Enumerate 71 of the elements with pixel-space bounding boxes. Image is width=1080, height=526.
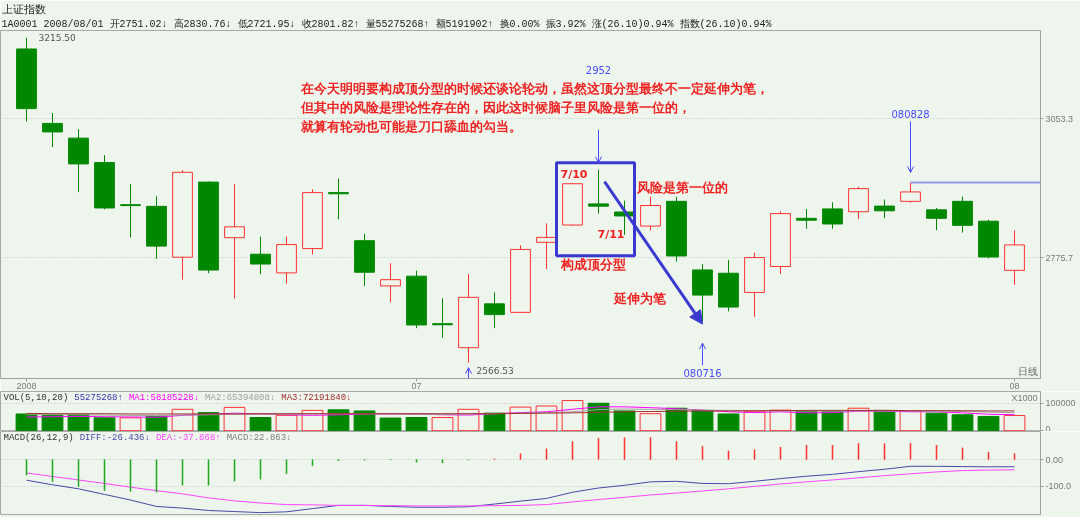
- candlestick: [224, 183, 245, 300]
- series-label: MA2:65394808↓: [205, 392, 276, 403]
- bar: [379, 417, 402, 431]
- series-label: MA1:58185228↓: [128, 392, 200, 403]
- candlestick: [926, 207, 947, 231]
- annotation: 55275268↑: [74, 392, 123, 403]
- bar: [951, 414, 974, 431]
- x-tick-label: 07: [411, 380, 422, 391]
- candlestick: [484, 291, 505, 329]
- candlestick: [874, 198, 895, 219]
- y-tick-label: 0: [1045, 423, 1051, 434]
- candlestick: [250, 236, 271, 275]
- y-tick-label: 100000: [1045, 398, 1076, 409]
- bar: [977, 415, 1000, 431]
- bar: [717, 413, 740, 431]
- series-label: MA3:72191840↓: [281, 392, 352, 403]
- chart-subtitle: 1A0001 2008/08/01 开2751.02↓ 高2830.76↓ 低2721.95↓ 收2801.82↑ 量55275268↑ 额5191902↑ 换0.00% 振3.92% 涨(26.10)0.94% 指数(26.10)0.94%: [1, 18, 772, 30]
- candlestick: [796, 208, 817, 230]
- y-tick-label: 3053.3: [1045, 113, 1074, 124]
- bar: [145, 415, 168, 431]
- annotation: 7/10: [560, 168, 588, 182]
- bar: [93, 417, 116, 431]
- annotation: 080716: [683, 368, 722, 380]
- annotation: 2566.53: [476, 366, 514, 377]
- y-axis-title: X1000: [1011, 392, 1038, 403]
- candlestick: [640, 196, 661, 232]
- candlestick: [822, 201, 843, 230]
- bar: [249, 417, 272, 431]
- candlestick: [536, 222, 557, 270]
- bar: [41, 414, 64, 431]
- annotation: 但其中的风险是理论性存在的，因此这时候脑子里风险是第一位的，: [299, 99, 691, 115]
- x-axis-title: 日线: [1017, 365, 1038, 377]
- bar: [613, 410, 636, 431]
- bar: [67, 414, 90, 431]
- candlestick: [848, 186, 869, 220]
- bar: [873, 409, 896, 431]
- candlestick: [328, 178, 349, 220]
- annotation: 在今天明明要构成顶分型的时候还谈论轮动，虽然这顶分型最终不一定延伸为笔，: [299, 80, 769, 96]
- bar: [405, 417, 428, 431]
- y-tick-label: -100.0: [1045, 481, 1072, 492]
- x-tick-label: 08: [1009, 380, 1020, 391]
- line-series: [26, 465, 1015, 514]
- annotation: 3215.50: [38, 33, 76, 44]
- annotation: 就算有轮动也可能是刀口舔血的勾当。: [299, 118, 522, 134]
- text: DIFF:-26.436↓: [79, 432, 150, 443]
- chart-title: MACD(26,12,9): [3, 432, 74, 443]
- annotation: 风险是第一位的: [635, 180, 728, 196]
- chart-title: 上证指数: [1, 3, 46, 16]
- bar: [691, 409, 714, 431]
- annotation: 构成顶分型: [559, 257, 626, 273]
- line-series: [26, 469, 1015, 507]
- candlestick: [900, 181, 921, 204]
- annotation: 延伸为笔: [612, 291, 667, 307]
- candlestick: [42, 112, 63, 148]
- candlestick: [952, 196, 973, 233]
- bar: [925, 412, 948, 431]
- x-tick-label: 2008: [16, 380, 37, 391]
- y-tick-label: 0.00: [1045, 454, 1064, 465]
- candlestick: [588, 169, 609, 215]
- chart-title: VOL(5,10,20): [3, 392, 69, 403]
- annotation: 080828: [891, 109, 930, 121]
- bar: [483, 412, 506, 431]
- candlestick: [432, 297, 453, 339]
- text: DEA:-37.868↑: [155, 432, 221, 443]
- bar: [15, 413, 38, 431]
- candlestick: [120, 183, 141, 238]
- series-label: MACD:22.863↓: [226, 432, 292, 443]
- annotation: 2952: [585, 64, 612, 76]
- y-tick-label: 2775.7: [1045, 252, 1074, 263]
- candlestick: [380, 262, 401, 303]
- annotation: 7/11: [597, 228, 625, 242]
